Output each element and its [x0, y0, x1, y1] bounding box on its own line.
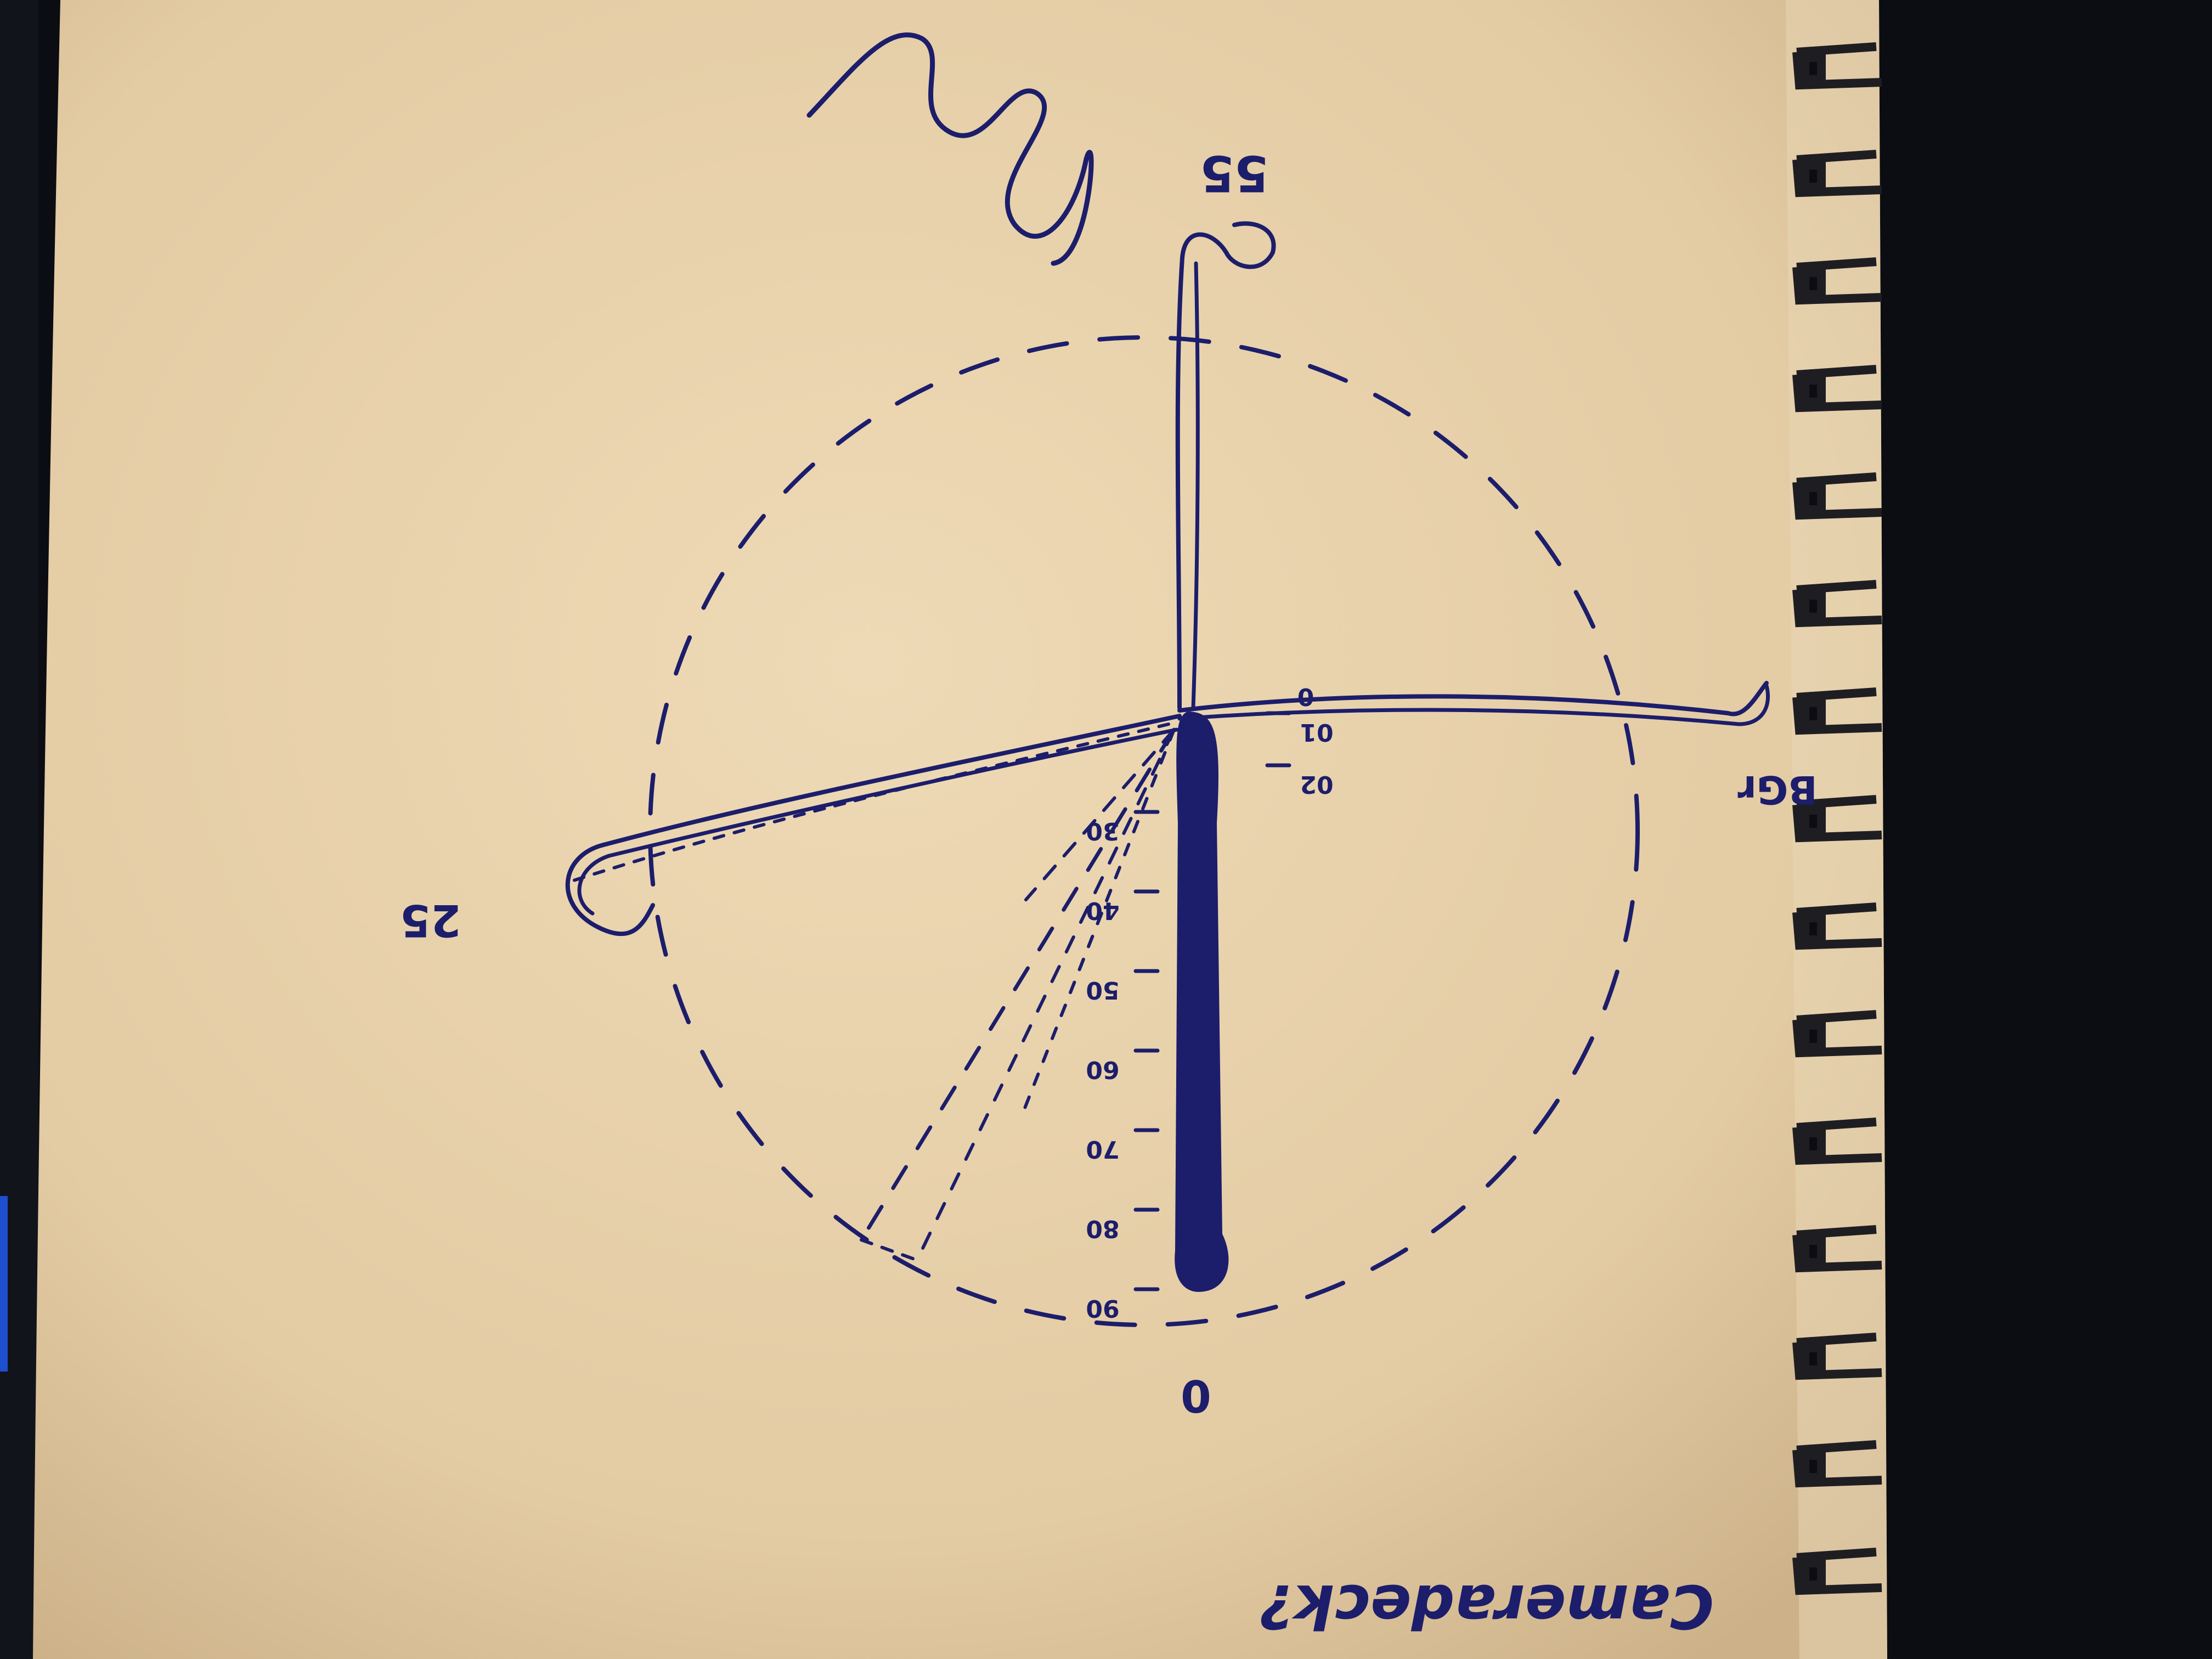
pointer-left-dashed	[563, 723, 1170, 885]
ink-sketch	[563, 32, 1770, 1327]
notebook-page	[33, 0, 1887, 1659]
squiggle	[806, 32, 1094, 266]
monitor-edge	[0, 0, 38, 1659]
spiral-loop	[1792, 1118, 1882, 1165]
spiral-loop	[1792, 365, 1882, 413]
binding-hole	[1801, 483, 1826, 514]
scale-label: 0	[1297, 682, 1314, 710]
spiral-loop	[1792, 42, 1882, 90]
binding-hole	[1801, 913, 1826, 944]
bottom-label: 0	[1181, 1372, 1211, 1423]
scale-label: 60	[1086, 1056, 1119, 1084]
sector-line-1	[1024, 728, 1176, 901]
spiral-loop	[1792, 795, 1882, 843]
spiral-binding	[1792, 42, 1882, 1595]
spiral-loop	[1792, 687, 1882, 735]
binding-hole	[1801, 268, 1826, 299]
spiral-loop	[1792, 257, 1882, 305]
binding-hole	[1801, 1559, 1826, 1589]
scale-label: 70	[1086, 1135, 1119, 1163]
spiral-loop	[1792, 1548, 1882, 1595]
scale-label: 01	[1300, 718, 1333, 746]
spiral-loop	[1792, 902, 1882, 950]
binding-hole	[1801, 1021, 1826, 1052]
dashed-circle	[648, 335, 1640, 1327]
caption: Cameradeck?	[1260, 1571, 1714, 1641]
top-label: 55	[1200, 144, 1268, 202]
pointer-right	[1177, 681, 1769, 716]
pointer-right-inner	[1177, 684, 1770, 726]
pointer-top	[1175, 221, 1276, 710]
binding-hole	[1801, 53, 1826, 84]
scale-label: 80	[1086, 1215, 1119, 1243]
spiral-loop	[1792, 1440, 1882, 1488]
tick-marks	[1133, 711, 1291, 1291]
spiral-loop	[1792, 150, 1882, 198]
scale-label: 02	[1300, 770, 1333, 798]
pointer-top-inner	[1191, 261, 1200, 710]
scale-label: 40	[1086, 896, 1119, 924]
binding-hole	[1801, 806, 1826, 837]
scale-label: 30	[1086, 817, 1119, 845]
binding-hole	[1801, 1451, 1826, 1482]
binding-hole	[1801, 376, 1826, 407]
binding-hole	[1801, 1344, 1826, 1374]
binding-hole	[1801, 698, 1826, 729]
sector-line-2	[859, 727, 1176, 1242]
scale-label: 50	[1086, 976, 1119, 1004]
pointer-left-inner	[577, 727, 1179, 916]
sector-arc	[860, 1238, 923, 1263]
spiral-loop	[1792, 1333, 1882, 1380]
binding-hole	[1801, 161, 1826, 191]
shaded-bar	[1175, 712, 1229, 1292]
binding-hole	[1801, 1236, 1826, 1267]
screen-glow	[0, 1196, 8, 1372]
spiral-loop	[1792, 1010, 1882, 1058]
pointer-left	[565, 714, 1182, 936]
binding-hole	[1801, 591, 1826, 622]
sector-line-4	[1019, 728, 1176, 1121]
binding-hole	[1801, 1128, 1826, 1159]
scale-labels: 0 01 02 30 40 50 60 70 80 90	[1086, 682, 1333, 1322]
spiral-loop	[1792, 472, 1882, 520]
spiral-loop	[1792, 580, 1882, 628]
spiral-loop	[1792, 1225, 1882, 1273]
right-label: BGr	[1737, 767, 1818, 812]
scale-label: 90	[1086, 1294, 1119, 1322]
left-label: 25	[400, 895, 461, 946]
sector-line-3	[915, 728, 1176, 1263]
